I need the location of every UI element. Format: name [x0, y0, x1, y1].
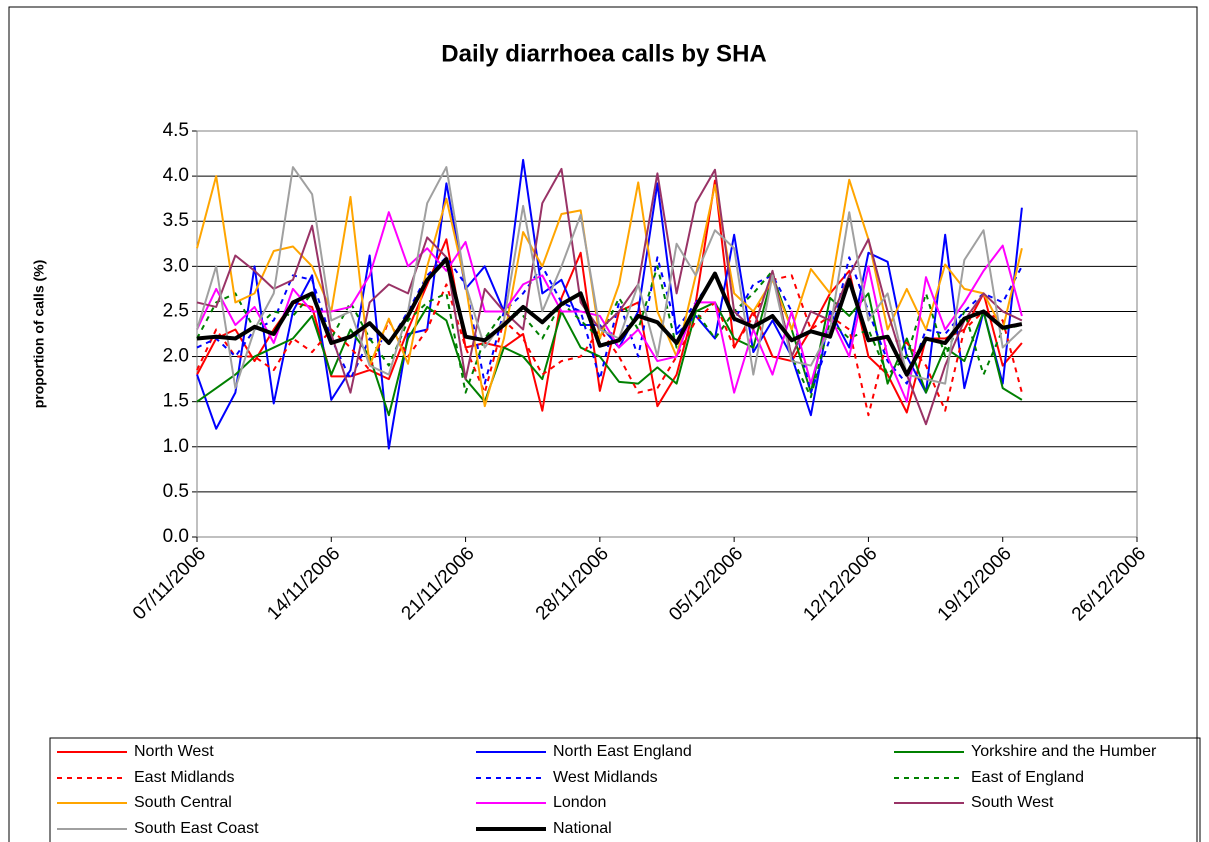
legend-label: North West — [134, 743, 214, 760]
plot-frame — [196, 130, 1138, 538]
legend-label: Yorkshire and the Humber — [971, 743, 1157, 760]
series-line — [196, 211, 1023, 403]
y-tick-label: 0.0 — [163, 526, 189, 547]
chart-title: Daily diarrhoea calls by SHA — [441, 40, 766, 67]
legend-label: South East Coast — [134, 820, 259, 837]
y-tick-label: 3.0 — [163, 255, 189, 276]
series-line — [196, 158, 1023, 450]
series-line — [196, 274, 1023, 417]
legend-label: East Midlands — [134, 769, 235, 786]
legend-label: East of England — [971, 769, 1084, 786]
y-tick-label: 4.5 — [163, 120, 189, 141]
legend-label: West Midlands — [553, 769, 658, 786]
series-line — [196, 265, 1023, 399]
legend-label: London — [553, 794, 606, 811]
y-tick-label: 3.5 — [163, 210, 189, 231]
series-line — [196, 166, 1023, 390]
series-line — [196, 175, 1023, 408]
y-tick-label: 1.5 — [163, 391, 189, 412]
legend-box — [49, 737, 1201, 842]
y-tick-label: 2.0 — [163, 346, 189, 367]
legend-label: North East England — [553, 743, 692, 760]
y-tick-label: 0.5 — [163, 481, 189, 502]
series-line — [196, 256, 1023, 394]
series-line — [196, 257, 1023, 377]
legend-label: South Central — [134, 794, 232, 811]
legend-label: National — [553, 820, 612, 837]
y-axis-label: proportion of calls (%) — [31, 260, 47, 409]
y-tick-label: 1.0 — [163, 436, 189, 457]
y-tick-label: 4.0 — [163, 165, 189, 186]
y-tick-label: 2.5 — [163, 300, 189, 321]
chart-frame — [8, 6, 1198, 842]
legend-label: South West — [971, 794, 1054, 811]
